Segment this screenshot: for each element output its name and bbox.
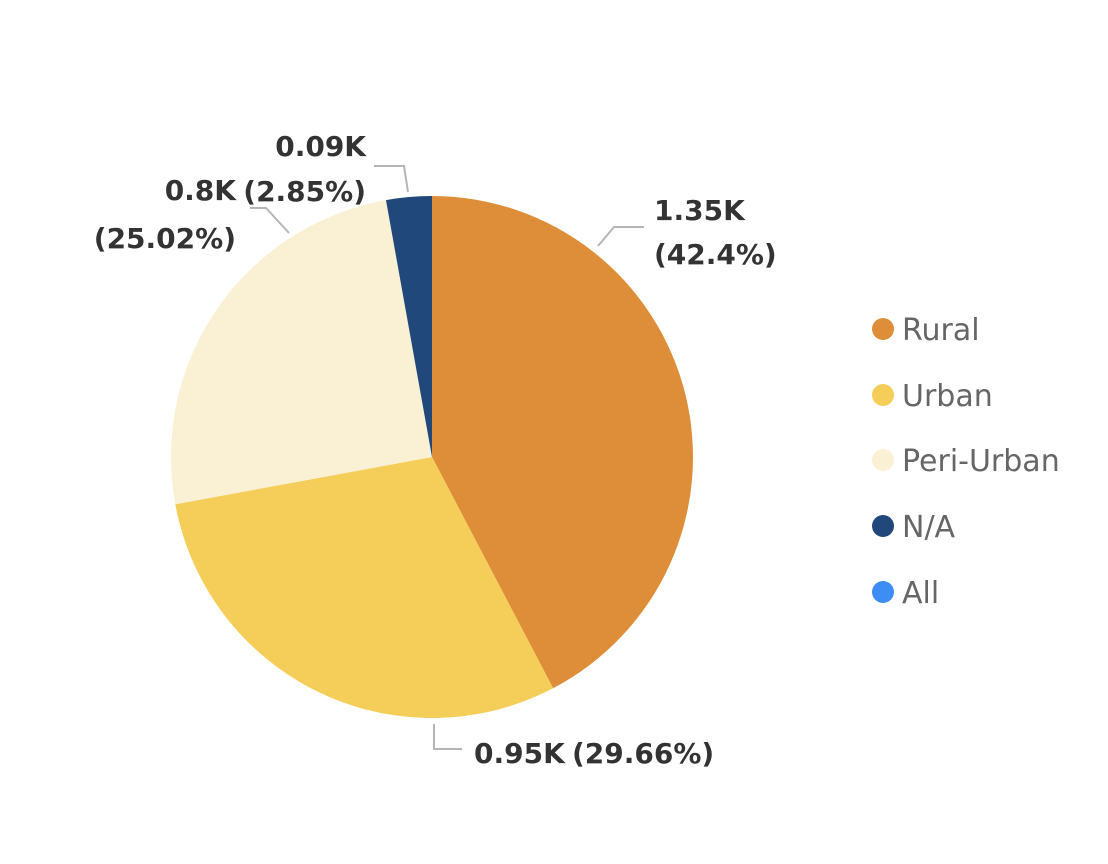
legend-label-na: N/A [902, 510, 956, 545]
data-label-rural-value: 1.35K [654, 194, 746, 227]
pie-slices [171, 196, 694, 718]
pie-slice-n-a[interactable] [385, 196, 432, 457]
leader-line-urban [433, 724, 462, 750]
pie-slice-rural[interactable] [432, 196, 694, 689]
leader-line-rural [597, 226, 644, 247]
legend-item-all[interactable]: All [872, 576, 939, 611]
legend-swatch-urban [872, 384, 894, 406]
data-label-na-value: 0.09K [275, 130, 367, 163]
data-label-urban-percent: (29.66%) [572, 737, 714, 770]
legend-swatch-rural [872, 318, 894, 340]
data-label-peri-urban-percent: (25.02%) [94, 222, 236, 255]
data-label-peri-urban-value: 0.8K [165, 174, 238, 207]
legend-swatch-peri-urban [872, 449, 894, 471]
legend-swatch-all [872, 581, 894, 603]
legend-item-na[interactable]: N/A [872, 510, 956, 545]
legend-swatch-na [872, 515, 894, 537]
legend-label-peri-urban: Peri-Urban [902, 444, 1060, 479]
leader-line-peri-urban [250, 207, 290, 234]
data-label-rural-percent: (42.4%) [654, 238, 777, 271]
leader-line-na [374, 165, 409, 193]
legend-label-all: All [902, 576, 939, 611]
legend: Rural Urban Peri-Urban N/A All [872, 313, 1060, 611]
legend-item-urban[interactable]: Urban [872, 379, 993, 414]
legend-label-urban: Urban [902, 379, 993, 414]
legend-item-rural[interactable]: Rural [872, 313, 980, 348]
pie-slice-urban[interactable] [175, 457, 554, 718]
legend-item-peri-urban[interactable]: Peri-Urban [872, 444, 1060, 479]
data-label-urban-value: 0.95K [474, 737, 566, 770]
data-label-na-percent: (2.85%) [243, 175, 366, 208]
pie-slice-peri-urban[interactable] [171, 200, 433, 505]
legend-label-rural: Rural [902, 313, 980, 348]
